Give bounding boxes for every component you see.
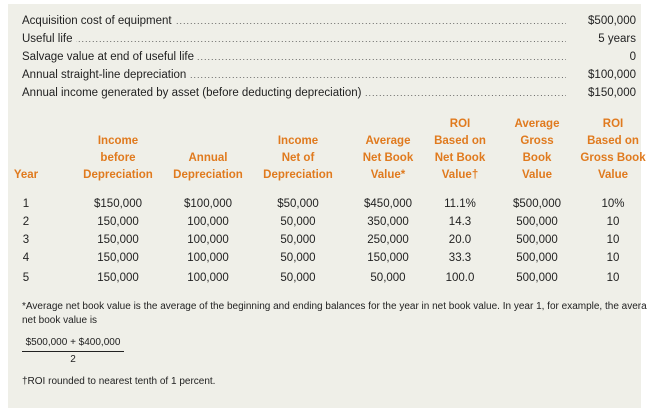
cell-average-net-book-value: 150,000 [367, 252, 409, 264]
header-line: Gross Book [580, 152, 646, 164]
cell-average-gross-book-value: 500,000 [516, 216, 558, 228]
column-header-average-gross-book-value: Average Gross Book Value [497, 116, 577, 184]
cell-roi-net-book-value: 100.0 [445, 272, 475, 284]
leader-dots: ........................................… [22, 16, 566, 26]
header-line: Average [514, 118, 560, 130]
column-header-income-before-depreciation: Income before Depreciation [71, 133, 166, 184]
cell-income-net-of-depreciation: $50,000 [277, 198, 319, 210]
cell-income-before-depreciation: 150,000 [97, 234, 139, 246]
header-line: Value [597, 169, 629, 181]
param-value: 0 [626, 48, 636, 66]
header-line: Based on [434, 135, 486, 147]
cell-annual-depreciation: 100,000 [187, 216, 229, 228]
cell-roi-net-book-value: 14.3 [448, 216, 472, 228]
header-line: before [100, 152, 136, 164]
param-label: Annual income generated by asset (before… [22, 87, 365, 99]
header-line: Income [97, 135, 139, 147]
header-line: ROI [449, 118, 471, 130]
cell-roi-gross-book-value: 10% [601, 198, 625, 210]
cell-income-before-depreciation: 150,000 [97, 272, 139, 284]
cell-year: 5 [22, 272, 30, 284]
header-line: Value† [441, 169, 479, 181]
cell-annual-depreciation: 100,000 [187, 234, 229, 246]
cell-income-net-of-depreciation: 50,000 [280, 252, 316, 264]
leader-dots: ........................................… [22, 34, 566, 44]
cell-income-before-depreciation: 150,000 [97, 216, 139, 228]
header-line: Book [522, 152, 552, 164]
header-line: Based on [587, 135, 639, 147]
header-line: Gross [520, 135, 554, 147]
cell-annual-depreciation: $100,000 [184, 198, 232, 210]
param-row: ........................................… [22, 48, 636, 66]
column-header-roi-gross-book-value: ROI Based on Gross Book Value [576, 116, 647, 184]
cell-roi-gross-book-value: 10 [606, 234, 620, 246]
param-value: $500,000 [585, 12, 636, 30]
header-line: Depreciation [83, 169, 153, 181]
param-row: ........................................… [22, 12, 636, 30]
assumptions-list: ........................................… [22, 12, 636, 102]
cell-year: 2 [22, 216, 30, 228]
cell-income-before-depreciation: $150,000 [94, 198, 142, 210]
column-header-roi-net-book-value: ROI Based on Net Book Value† [425, 116, 495, 184]
param-value: $150,000 [585, 84, 636, 102]
cell-income-net-of-depreciation: 50,000 [280, 216, 316, 228]
param-label: Acquisition cost of equipment [22, 15, 175, 27]
cell-income-before-depreciation: 150,000 [97, 252, 139, 264]
header-line: Annual [188, 152, 228, 164]
column-header-year: Year [11, 167, 41, 184]
header-line: Average [365, 135, 411, 147]
cell-average-net-book-value: $450,000 [364, 198, 412, 210]
column-header-average-net-book-value: Average Net Book Value* [348, 133, 428, 184]
param-row: ........................................… [22, 66, 636, 84]
footnote-average: *Average net book value is the average o… [22, 301, 647, 312]
cell-average-net-book-value: 50,000 [370, 272, 406, 284]
header-line: Net Book [362, 152, 414, 164]
cell-year: 4 [22, 252, 30, 264]
cell-annual-depreciation: 100,000 [187, 272, 229, 284]
cell-year: 3 [22, 234, 30, 246]
cell-average-gross-book-value: 500,000 [516, 252, 558, 264]
leader-dots: ........................................… [22, 52, 566, 62]
header-line: Year [13, 169, 39, 181]
cell-roi-gross-book-value: 10 [606, 252, 620, 264]
header-line: Depreciation [173, 169, 243, 181]
header-line: Net of [281, 152, 315, 164]
footnote-roi: †ROI rounded to nearest tenth of 1 perce… [22, 376, 216, 387]
cell-annual-depreciation: 100,000 [187, 252, 229, 264]
cell-average-gross-book-value: 500,000 [516, 272, 558, 284]
param-label: Annual straight-line depreciation [22, 69, 190, 81]
param-value: 5 years [595, 30, 636, 48]
cell-income-net-of-depreciation: 50,000 [280, 234, 316, 246]
exhibit-panel: ........................................… [8, 4, 647, 408]
param-value: $100,000 [585, 66, 636, 84]
column-header-annual-depreciation: Annual Depreciation [163, 150, 253, 184]
cell-roi-gross-book-value: 10 [606, 272, 620, 284]
param-label: Salvage value at end of useful life [22, 51, 197, 63]
fraction-denominator: 2 [70, 354, 76, 365]
cell-roi-net-book-value: 11.1% [444, 198, 476, 210]
cell-average-net-book-value: 250,000 [367, 234, 409, 246]
cell-income-net-of-depreciation: 50,000 [280, 272, 316, 284]
leader-dots: ........................................… [22, 70, 566, 80]
cell-average-gross-book-value: 500,000 [516, 234, 558, 246]
footnote-average-cont: net book value is [22, 315, 98, 326]
cell-roi-gross-book-value: 10 [606, 216, 620, 228]
fraction-numerator: $500,000 + $400,000 [25, 337, 121, 348]
header-line: Value [521, 169, 553, 181]
cell-average-net-book-value: 350,000 [367, 216, 409, 228]
header-line: ROI [602, 118, 624, 130]
header-line: Net Book [434, 152, 486, 164]
cell-roi-net-book-value: 33.3 [448, 252, 472, 264]
column-header-income-net-of-depreciation: Income Net of Depreciation [253, 133, 343, 184]
cell-year: 1 [22, 198, 30, 210]
cell-average-gross-book-value: $500,000 [513, 198, 561, 210]
param-label: Useful life [22, 33, 76, 45]
param-row: ........................................… [22, 30, 636, 48]
cell-roi-net-book-value: 20.0 [448, 234, 472, 246]
header-line: Depreciation [263, 169, 333, 181]
param-row: ........................................… [22, 84, 636, 102]
header-line: Income [277, 135, 319, 147]
fraction-bar [22, 351, 124, 352]
header-line: Value* [370, 169, 406, 181]
